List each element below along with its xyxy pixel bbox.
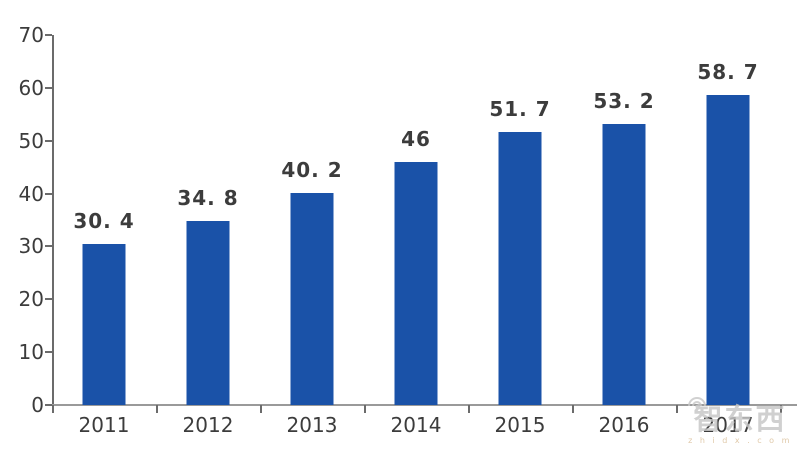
y-tick [45, 34, 52, 36]
bar [290, 192, 334, 405]
bar-slot: 53. 2 [572, 35, 676, 405]
x-tick [260, 405, 262, 413]
x-axis-line [52, 404, 797, 406]
x-tick [364, 405, 366, 413]
bar [82, 244, 126, 405]
y-tick [45, 245, 52, 248]
y-tick [45, 86, 52, 89]
x-axis-label: 2016 [598, 413, 650, 437]
x-axis-label: 2014 [390, 413, 442, 437]
bar [186, 221, 230, 405]
y-axis-line [52, 35, 54, 406]
x-tick [572, 405, 574, 413]
bar-value-label: 40. 2 [281, 157, 343, 182]
bar-slot: 30. 4 [52, 35, 156, 405]
bar-slot: 58. 7 [676, 35, 780, 405]
y-axis-label: 40 [18, 181, 44, 206]
y-axis-label: 20 [18, 287, 44, 312]
bar [706, 94, 750, 405]
x-axis-label: 2013 [286, 413, 338, 437]
bar-slot: 46 [364, 35, 468, 405]
y-tick [45, 404, 52, 406]
bar-value-label: 58. 7 [697, 59, 759, 84]
bar-slot: 40. 2 [260, 35, 364, 405]
y-tick [45, 139, 52, 142]
y-axis-label: 10 [18, 340, 44, 365]
watermark-subtext: z h i d x . c o m [688, 436, 792, 445]
x-axis-label: 2017 [702, 413, 754, 437]
y-axis-label: 70 [18, 23, 44, 47]
bar-value-label: 46 [401, 126, 431, 151]
y-tick [45, 351, 52, 354]
bar-value-label: 34. 8 [177, 186, 239, 211]
x-tick [676, 405, 678, 413]
x-tick [156, 405, 158, 413]
bar-value-label: 51. 7 [489, 96, 551, 121]
x-axis-ticks [52, 405, 782, 414]
y-axis-label: 30 [18, 234, 44, 259]
bar-value-label: 30. 4 [73, 209, 135, 234]
x-axis-label: 2012 [182, 413, 234, 437]
bar-slot: 34. 8 [156, 35, 260, 405]
y-axis-label: 0 [31, 393, 44, 417]
bar-slot: 51. 7 [468, 35, 572, 405]
y-axis-label: 50 [18, 128, 44, 153]
x-tick [468, 405, 470, 413]
plot-area: 30. 4 34. 8 40. 2 46 51. 7 53. 2 58. 7 [52, 35, 780, 405]
bar-value-label: 53. 2 [593, 88, 655, 113]
x-tick [52, 405, 54, 413]
x-tick [780, 405, 782, 413]
y-tick [45, 298, 52, 301]
x-axis-label: 2015 [494, 413, 546, 437]
y-tick [45, 192, 52, 195]
bar [394, 161, 438, 405]
x-axis-label: 2011 [78, 413, 130, 437]
bar [498, 131, 542, 405]
y-axis-label: 60 [18, 75, 44, 100]
bar [602, 123, 646, 405]
x-axis-labels: 2011 2012 2013 2014 2015 2016 2017 [52, 413, 780, 437]
